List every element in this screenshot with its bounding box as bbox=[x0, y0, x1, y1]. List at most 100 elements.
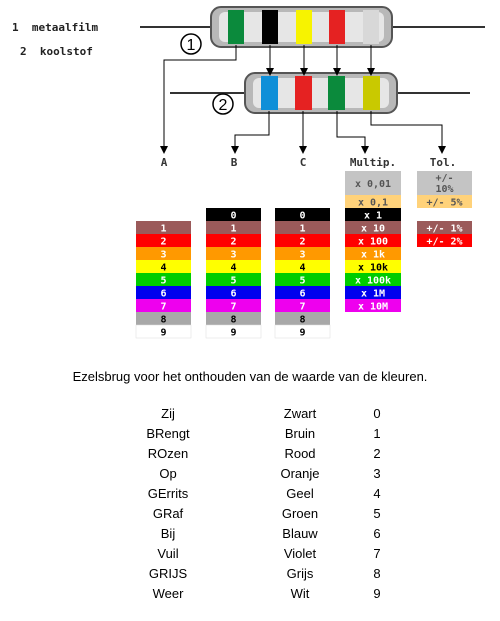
col-c-row-5-cell bbox=[275, 273, 330, 286]
mnemonic-word: ROzen bbox=[147, 446, 189, 461]
mnemonic-value: 4 bbox=[373, 486, 381, 501]
col-a-row-8-cell bbox=[136, 312, 191, 325]
multiplier-row-7-label: x 100k bbox=[355, 276, 391, 287]
column-header-a: A bbox=[161, 156, 168, 169]
mnemonic-value: 8 bbox=[373, 566, 381, 581]
col-a-row-1-label: 1 bbox=[160, 224, 166, 235]
col-b-row-7-label: 7 bbox=[230, 302, 236, 313]
resistor-1-band-5 bbox=[363, 10, 379, 44]
tolerance-row-2-cell bbox=[417, 221, 472, 234]
marker-resistor-2: 2 bbox=[212, 93, 234, 115]
resistor-1 bbox=[140, 6, 485, 48]
multiplier-row-1-label: x 0,1 bbox=[358, 198, 388, 209]
tolerance-row-1-cell bbox=[417, 195, 472, 208]
mnemonic-color: Violet bbox=[283, 546, 317, 561]
color-code-table: 1 2 3 4 5 6 7 8 9 0 1 2 3 4 5 6 7 8 9 0 1 2 3 4 5 6 7 8 9 x 0,01 x 0,1… bbox=[135, 171, 472, 339]
multiplier-row-7-cell bbox=[345, 273, 401, 286]
legend-label: metaalfilm bbox=[31, 21, 99, 34]
mnemonic-title: Ezelsbrug voor het onthouden van de waar… bbox=[72, 369, 428, 384]
col-a-row-1-cell bbox=[136, 221, 191, 234]
mnemonic-color: Rood bbox=[284, 446, 316, 461]
col-c-row-3-label: 3 bbox=[299, 250, 305, 261]
multiplier-row-1-cell bbox=[345, 195, 401, 208]
resistor-2-inner-body bbox=[253, 78, 389, 108]
col-b-row-2-label: 2 bbox=[230, 237, 236, 248]
arrow-r2-band3-to-multip bbox=[336, 111, 369, 154]
mnemonic-value: 1 bbox=[373, 426, 381, 441]
mnemonic-value: 0 bbox=[373, 406, 381, 421]
multiplier-row-4-label: x 100 bbox=[358, 237, 388, 248]
col-b-row-2-cell bbox=[206, 234, 261, 247]
multiplier-row-9-cell bbox=[345, 299, 401, 312]
arrow-r1-band1-to-A bbox=[160, 45, 237, 154]
col-c-row-1-label: 1 bbox=[299, 224, 305, 235]
multiplier-row-0-label: x 0,01 bbox=[355, 179, 391, 190]
col-a-row-7-cell bbox=[136, 299, 191, 312]
col-b-row-8-label: 8 bbox=[230, 315, 236, 326]
col-c-row-3-cell bbox=[275, 247, 330, 260]
mnemonic-color: Groen bbox=[281, 506, 319, 521]
col-c-row-6-label: 6 bbox=[299, 289, 305, 300]
col-b-row-4-cell bbox=[206, 260, 261, 273]
col-c-row-0-cell bbox=[275, 208, 330, 221]
legend-item-2: 2 koolstof bbox=[20, 45, 93, 58]
resistor-1-band-4 bbox=[329, 10, 345, 44]
multiplier-row-3-cell bbox=[345, 221, 401, 234]
col-c-row-5-label: 5 bbox=[299, 276, 305, 287]
mnemonic-word: Op bbox=[159, 466, 177, 481]
multiplier-row-3-label: x 10 bbox=[361, 224, 385, 235]
col-b-row-1-label: 1 bbox=[230, 224, 236, 235]
resistor-2-band-2 bbox=[295, 76, 312, 110]
multiplier-row-4-cell bbox=[345, 234, 401, 247]
tolerance-row-0-cell bbox=[417, 171, 472, 195]
mnemonic-value: 2 bbox=[373, 446, 381, 461]
col-c-row-1-cell bbox=[275, 221, 330, 234]
mnemonic-word: GErrits bbox=[147, 486, 189, 501]
mnemonic-color: Grijs bbox=[286, 566, 314, 581]
col-c-row-2-label: 2 bbox=[299, 237, 305, 248]
mnemonic-color: Geel bbox=[286, 486, 314, 501]
resistor-2-band-4 bbox=[363, 76, 380, 110]
multiplier-row-8-label: x 1M bbox=[361, 289, 385, 300]
tolerance-row-3-label: +/- 2% bbox=[426, 237, 462, 248]
mnemonic-word: GRIJS bbox=[148, 566, 188, 581]
col-a-row-4-cell bbox=[136, 260, 191, 273]
mnemonic-value: 3 bbox=[373, 466, 381, 481]
mnemonic-color: Bruin bbox=[284, 426, 316, 441]
resistor-2 bbox=[170, 72, 470, 114]
legend-item-1: 1 metaalfilm bbox=[12, 21, 98, 34]
col-c-row-4-cell bbox=[275, 260, 330, 273]
resistor-1-band-3 bbox=[296, 10, 312, 44]
multiplier-row-0-cell bbox=[345, 171, 401, 195]
col-b-row-6-cell bbox=[206, 286, 261, 299]
mnemonic-word: BRengt bbox=[146, 426, 190, 441]
col-c-row-2-cell bbox=[275, 234, 330, 247]
marker-circle bbox=[180, 33, 202, 55]
multiplier-row-2-label: x 1 bbox=[364, 211, 382, 222]
marker-resistor-1: 1 bbox=[180, 33, 202, 55]
col-c-row-4-label: 4 bbox=[299, 263, 305, 274]
col-c-row-7-label: 7 bbox=[299, 302, 305, 313]
column-header-tol: Tol. bbox=[430, 156, 457, 169]
mnemonic-color: Wit bbox=[290, 586, 310, 601]
mnemonic-color: Oranje bbox=[280, 466, 320, 481]
tolerance-row-0-label: +/-10% bbox=[435, 173, 453, 195]
mnemonic-color: Blauw bbox=[282, 526, 318, 541]
multiplier-row-5-cell bbox=[345, 247, 401, 260]
col-b-row-5-label: 5 bbox=[230, 276, 236, 287]
resistor-1-band-2 bbox=[262, 10, 278, 44]
resistor-2-band-3 bbox=[328, 76, 345, 110]
col-b-row-1-cell bbox=[206, 221, 261, 234]
arrow-r2-band4-to-tol bbox=[370, 111, 446, 154]
col-b-row-3-cell bbox=[206, 247, 261, 260]
col-b-row-7-cell bbox=[206, 299, 261, 312]
col-a-row-2-cell bbox=[136, 234, 191, 247]
multiplier-row-9-label: x 10M bbox=[358, 302, 388, 313]
mnemonic-word: GRaf bbox=[152, 506, 184, 521]
col-c-row-0-label: 0 bbox=[299, 211, 305, 222]
col-b-row-3-label: 3 bbox=[230, 250, 236, 261]
col-a-row-8-label: 8 bbox=[160, 315, 166, 326]
column-header-c: C bbox=[300, 156, 307, 169]
mnemonic-value: 9 bbox=[373, 586, 381, 601]
mnemonic-value: 6 bbox=[373, 526, 381, 541]
